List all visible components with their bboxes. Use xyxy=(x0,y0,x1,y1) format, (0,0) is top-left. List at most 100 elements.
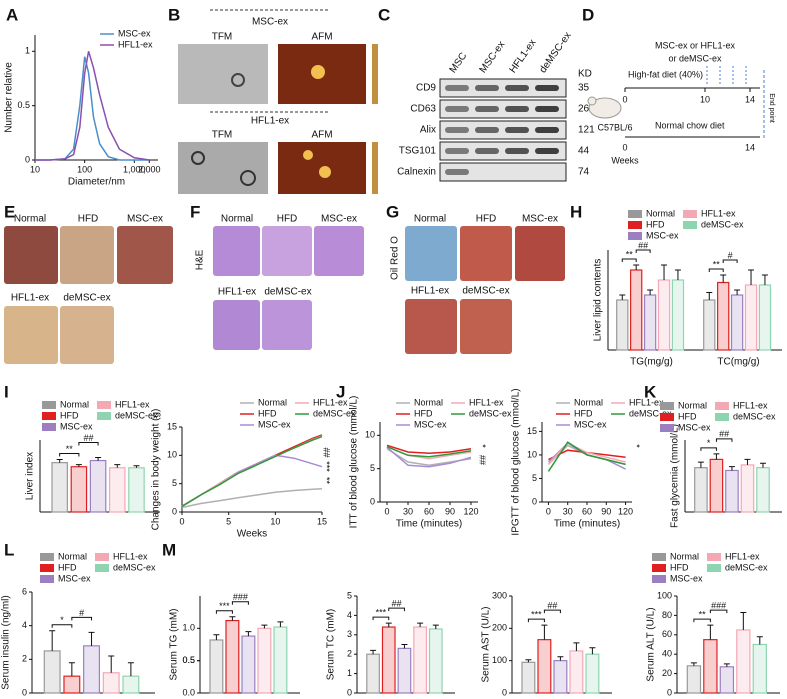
annotation: ## xyxy=(478,455,488,465)
annotation: *** xyxy=(376,608,387,618)
injection-arrows xyxy=(706,66,747,84)
y-axis-label: Liver index xyxy=(25,452,36,500)
y-axis-label: ITT of blood glucose (mmol/L) xyxy=(349,396,360,529)
panel-letter: H xyxy=(570,202,582,221)
legend-swatch xyxy=(683,221,697,229)
hfd-label: High-fat diet (40%) xyxy=(628,69,703,79)
legend-label: MSC-ex xyxy=(646,230,679,240)
legend-label: deMSC-ex xyxy=(701,219,744,229)
legend-swatch xyxy=(628,210,642,218)
y-axis-label: IPGTT of blood glucose (mmol/L) xyxy=(511,388,522,535)
legend-label: HFD xyxy=(670,562,689,572)
band xyxy=(445,148,469,154)
y-axis-label: Serum TC (mM) xyxy=(326,609,337,680)
error-bar xyxy=(734,289,741,295)
y-tick-label: 0 xyxy=(22,687,27,697)
bar xyxy=(89,459,107,513)
error-bar xyxy=(114,464,121,468)
sig-bracket xyxy=(722,259,738,263)
y-tick-label: 1 xyxy=(347,668,352,678)
legend-swatch xyxy=(715,402,729,410)
band xyxy=(505,127,529,133)
panel-letter: B xyxy=(168,5,180,24)
error-bar xyxy=(95,456,102,461)
y-tick-label: 5 xyxy=(532,473,537,483)
y-tick-label: 300 xyxy=(492,590,507,600)
lane-label: HFL1-ex xyxy=(508,38,539,76)
kd-label: 44 xyxy=(578,146,590,157)
bar xyxy=(709,458,724,513)
legend-label: HFL1-ex xyxy=(629,397,664,407)
legend-swatch xyxy=(40,575,54,583)
stain-label: Oil Red O xyxy=(390,236,401,280)
error-bar xyxy=(744,458,751,465)
x-tick-label: TG(mg/g) xyxy=(630,357,673,368)
x-tick-label: 0 xyxy=(384,506,389,516)
error-bar xyxy=(432,624,439,629)
annotation: ** xyxy=(699,609,707,619)
stain-label: H&E xyxy=(195,249,206,270)
legend-swatch xyxy=(40,564,54,572)
bar xyxy=(553,660,568,694)
error-bar xyxy=(674,269,681,280)
y-tick-label: 0.0 xyxy=(182,687,195,697)
legend-label: HFL1-ex xyxy=(115,399,150,409)
legend-label: HFL1-ex xyxy=(113,551,148,561)
annotation: ## xyxy=(638,240,648,250)
bar xyxy=(616,299,629,351)
annotation: ## xyxy=(83,433,93,443)
protein-label: CD9 xyxy=(416,83,436,94)
legend-swatch xyxy=(97,412,111,420)
x-tick-label: 120 xyxy=(463,506,478,516)
vesicle xyxy=(191,151,205,165)
legend-label: deMSC-ex xyxy=(725,562,768,572)
bar xyxy=(736,629,751,694)
legend-label: MSC-ex xyxy=(60,421,93,431)
tissue-image xyxy=(262,226,312,276)
legend-label: HFL1-ex xyxy=(725,551,760,561)
vesicle xyxy=(319,166,331,178)
image-label: HFL1-ex xyxy=(11,293,49,304)
legend-label: MSC-ex xyxy=(414,419,447,429)
image-label: MSC-ex xyxy=(321,214,357,225)
panel-letter: A xyxy=(6,5,18,24)
blot-strip xyxy=(439,162,567,182)
tissue-image xyxy=(60,306,114,364)
legend-label: MSC-ex xyxy=(258,419,291,429)
x-tick-label: 30 xyxy=(563,506,573,516)
error-bar xyxy=(557,656,564,661)
legend-swatch xyxy=(660,413,674,421)
bar xyxy=(521,661,536,694)
error-bar xyxy=(728,466,735,471)
y-axis-label: Liver lipid contents xyxy=(593,259,604,342)
axis-label: Weeks xyxy=(611,155,639,165)
legend-label: Normal xyxy=(58,551,87,561)
x-tick-label: 100 xyxy=(77,164,92,174)
error-bar xyxy=(756,636,763,645)
annotation: * xyxy=(478,444,488,448)
error-bar xyxy=(370,649,377,655)
panel-letter: K xyxy=(644,382,657,401)
mouse-icon xyxy=(588,97,622,119)
bar xyxy=(241,635,256,694)
annotation: ### xyxy=(711,600,726,610)
lane-label: MSC xyxy=(448,51,470,76)
bar xyxy=(725,469,739,513)
bar xyxy=(51,462,68,513)
y-tick-label: 1 xyxy=(25,46,30,56)
method-label: TFM xyxy=(212,130,233,141)
x-tick-label: 90 xyxy=(601,506,611,516)
annotation: ** xyxy=(626,249,634,259)
bar xyxy=(209,639,224,694)
bar xyxy=(703,299,716,351)
series-line xyxy=(547,441,626,472)
bar xyxy=(643,294,657,351)
sig-bracket xyxy=(635,249,651,253)
legend-swatch xyxy=(628,232,642,240)
method-label: AFM xyxy=(311,130,332,141)
tissue-image xyxy=(405,226,457,281)
sig-bracket xyxy=(388,607,405,612)
sig-bracket xyxy=(709,609,728,614)
sig-bracket xyxy=(693,618,711,623)
